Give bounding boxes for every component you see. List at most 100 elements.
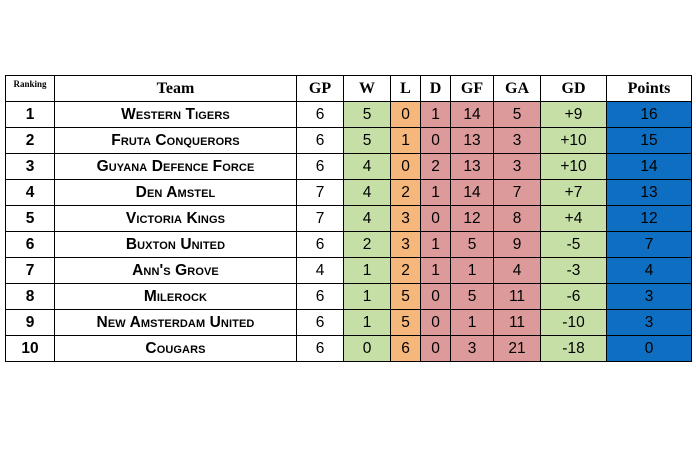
cell-gp: 6 bbox=[296, 153, 344, 180]
cell-gf: 5 bbox=[450, 283, 494, 310]
table-row: 4 Den Amstel 7 4 2 1 14 7 +7 13 bbox=[5, 179, 692, 206]
cell-gd: +10 bbox=[540, 153, 607, 180]
cell-team: Den Amstel bbox=[54, 179, 297, 206]
cell-points: 0 bbox=[606, 335, 692, 362]
cell-ga: 3 bbox=[493, 153, 541, 180]
cell-rank: 8 bbox=[5, 283, 55, 310]
table-row: 6 Buxton United 6 2 3 1 5 9 -5 7 bbox=[5, 231, 692, 258]
cell-rank: 7 bbox=[5, 257, 55, 284]
cell-ga: 3 bbox=[493, 127, 541, 154]
cell-ga: 5 bbox=[493, 101, 541, 128]
cell-team: Buxton United bbox=[54, 231, 297, 258]
cell-points: 3 bbox=[606, 283, 692, 310]
cell-gf: 13 bbox=[450, 153, 494, 180]
cell-points: 14 bbox=[606, 153, 692, 180]
cell-gd: +4 bbox=[540, 205, 607, 232]
cell-ga: 9 bbox=[493, 231, 541, 258]
cell-gp: 6 bbox=[296, 283, 344, 310]
cell-team: Ann's Grove bbox=[54, 257, 297, 284]
cell-gf: 14 bbox=[450, 179, 494, 206]
cell-points: 3 bbox=[606, 309, 692, 336]
cell-gd: -5 bbox=[540, 231, 607, 258]
cell-rank: 4 bbox=[5, 179, 55, 206]
cell-points: 12 bbox=[606, 205, 692, 232]
cell-gp: 6 bbox=[296, 127, 344, 154]
cell-d: 0 bbox=[420, 309, 451, 336]
cell-l: 2 bbox=[390, 179, 421, 206]
cell-gf: 1 bbox=[450, 257, 494, 284]
cell-points: 7 bbox=[606, 231, 692, 258]
cell-rank: 2 bbox=[5, 127, 55, 154]
cell-w: 0 bbox=[343, 335, 391, 362]
table-body: 1 Western Tigers 6 5 0 1 14 5 +9 16 2 Fruta Conquer… bbox=[5, 101, 692, 362]
cell-gf: 1 bbox=[450, 309, 494, 336]
cell-gf: 12 bbox=[450, 205, 494, 232]
cell-gd: -3 bbox=[540, 257, 607, 284]
cell-team: Guyana Defence Force bbox=[54, 153, 297, 180]
table-header: Ranking Team GP W L D GF GA GD Points bbox=[5, 75, 692, 102]
cell-d: 1 bbox=[420, 179, 451, 206]
cell-rank: 1 bbox=[5, 101, 55, 128]
cell-team: New Amsterdam United bbox=[54, 309, 297, 336]
cell-ga: 8 bbox=[493, 205, 541, 232]
cell-gp: 7 bbox=[296, 179, 344, 206]
cell-points: 4 bbox=[606, 257, 692, 284]
cell-l: 5 bbox=[390, 309, 421, 336]
cell-team: Fruta Conquerors bbox=[54, 127, 297, 154]
cell-ga: 7 bbox=[493, 179, 541, 206]
cell-points: 13 bbox=[606, 179, 692, 206]
cell-gf: 14 bbox=[450, 101, 494, 128]
header-gd: GD bbox=[540, 75, 607, 102]
cell-d: 1 bbox=[420, 257, 451, 284]
cell-gf: 13 bbox=[450, 127, 494, 154]
header-points: Points bbox=[606, 75, 692, 102]
cell-points: 16 bbox=[606, 101, 692, 128]
header-team: Team bbox=[54, 75, 297, 102]
cell-d: 1 bbox=[420, 101, 451, 128]
cell-team: Victoria Kings bbox=[54, 205, 297, 232]
cell-w: 1 bbox=[343, 283, 391, 310]
cell-gp: 6 bbox=[296, 309, 344, 336]
cell-d: 0 bbox=[420, 205, 451, 232]
cell-w: 4 bbox=[343, 153, 391, 180]
cell-gp: 6 bbox=[296, 101, 344, 128]
cell-ga: 21 bbox=[493, 335, 541, 362]
cell-gp: 4 bbox=[296, 257, 344, 284]
cell-w: 1 bbox=[343, 257, 391, 284]
cell-w: 1 bbox=[343, 309, 391, 336]
header-ga: GA bbox=[493, 75, 541, 102]
cell-rank: 6 bbox=[5, 231, 55, 258]
cell-d: 2 bbox=[420, 153, 451, 180]
cell-l: 6 bbox=[390, 335, 421, 362]
header-d: D bbox=[420, 75, 451, 102]
header-gp: GP bbox=[296, 75, 344, 102]
cell-gf: 3 bbox=[450, 335, 494, 362]
cell-w: 4 bbox=[343, 205, 391, 232]
table-row: 9 New Amsterdam United 6 1 5 0 1 11 -10 3 bbox=[5, 309, 692, 336]
cell-rank: 9 bbox=[5, 309, 55, 336]
cell-gf: 5 bbox=[450, 231, 494, 258]
table-row: 10 Cougars 6 0 6 0 3 21 -18 0 bbox=[5, 335, 692, 362]
cell-l: 0 bbox=[390, 153, 421, 180]
table-row: 8 Milerock 6 1 5 0 5 11 -6 3 bbox=[5, 283, 692, 310]
cell-gp: 6 bbox=[296, 231, 344, 258]
cell-gd: +10 bbox=[540, 127, 607, 154]
cell-gd: -18 bbox=[540, 335, 607, 362]
cell-team: Cougars bbox=[54, 335, 297, 362]
table-row: 7 Ann's Grove 4 1 2 1 1 4 -3 4 bbox=[5, 257, 692, 284]
table-row: 3 Guyana Defence Force 6 4 0 2 13 3 +10 14 bbox=[5, 153, 692, 180]
cell-d: 0 bbox=[420, 283, 451, 310]
cell-gp: 6 bbox=[296, 335, 344, 362]
cell-w: 4 bbox=[343, 179, 391, 206]
cell-l: 5 bbox=[390, 283, 421, 310]
cell-l: 3 bbox=[390, 205, 421, 232]
cell-points: 15 bbox=[606, 127, 692, 154]
cell-rank: 10 bbox=[5, 335, 55, 362]
cell-l: 1 bbox=[390, 127, 421, 154]
cell-l: 3 bbox=[390, 231, 421, 258]
cell-w: 2 bbox=[343, 231, 391, 258]
cell-team: Milerock bbox=[54, 283, 297, 310]
cell-ga: 11 bbox=[493, 309, 541, 336]
cell-l: 0 bbox=[390, 101, 421, 128]
